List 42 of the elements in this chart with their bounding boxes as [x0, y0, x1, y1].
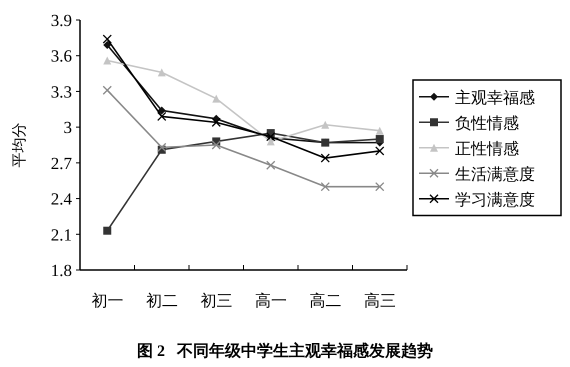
- point: [102, 34, 112, 44]
- y-tick-label: 2.7: [50, 154, 72, 173]
- y-tick-label: 2.4: [50, 190, 72, 209]
- legend-label: 生活满意度: [455, 165, 535, 184]
- legend-label: 正性情感: [455, 140, 519, 158]
- y-tick-label: 1.8: [50, 261, 72, 280]
- point: [266, 137, 275, 146]
- point: [376, 126, 384, 135]
- point: [376, 135, 384, 144]
- point: [375, 146, 384, 156]
- point: [103, 56, 112, 64]
- y-axis-title: 平均分: [11, 122, 28, 168]
- point: [212, 94, 220, 103]
- point: [103, 41, 112, 49]
- text: 图 2 不同年级中学生主观幸福感发展趋势: [137, 341, 433, 360]
- y-tick-label: 3.9: [50, 11, 72, 30]
- y-tick-label: 3.6: [50, 46, 72, 66]
- point: [375, 182, 384, 192]
- point: [212, 140, 221, 150]
- x-tick-label: 初二: [146, 292, 178, 310]
- legend-label: 主观幸福感: [455, 88, 535, 107]
- point: [158, 106, 166, 114]
- point: [103, 226, 112, 235]
- point: [320, 182, 330, 192]
- point: [320, 153, 330, 163]
- y-tick-label: 2.1: [50, 225, 72, 244]
- x-tick-label: 初一: [91, 292, 124, 310]
- point: [102, 86, 112, 95]
- point: [212, 118, 221, 128]
- x-tick-label: 初三: [200, 292, 232, 310]
- legend-label: 负性情感: [455, 114, 519, 132]
- point: [157, 112, 166, 122]
- point: [157, 142, 166, 152]
- point: [321, 120, 330, 129]
- point: [266, 160, 276, 170]
- y-tick-label: 3.3: [50, 82, 72, 102]
- y-tick-label: 3: [64, 118, 72, 138]
- point: [158, 68, 166, 76]
- x-tick-label: 高一: [254, 292, 287, 310]
- x-tick-label: 高二: [309, 292, 342, 310]
- legend-label: 学习满意度: [455, 190, 535, 209]
- x-tick-label: 高三: [364, 292, 396, 310]
